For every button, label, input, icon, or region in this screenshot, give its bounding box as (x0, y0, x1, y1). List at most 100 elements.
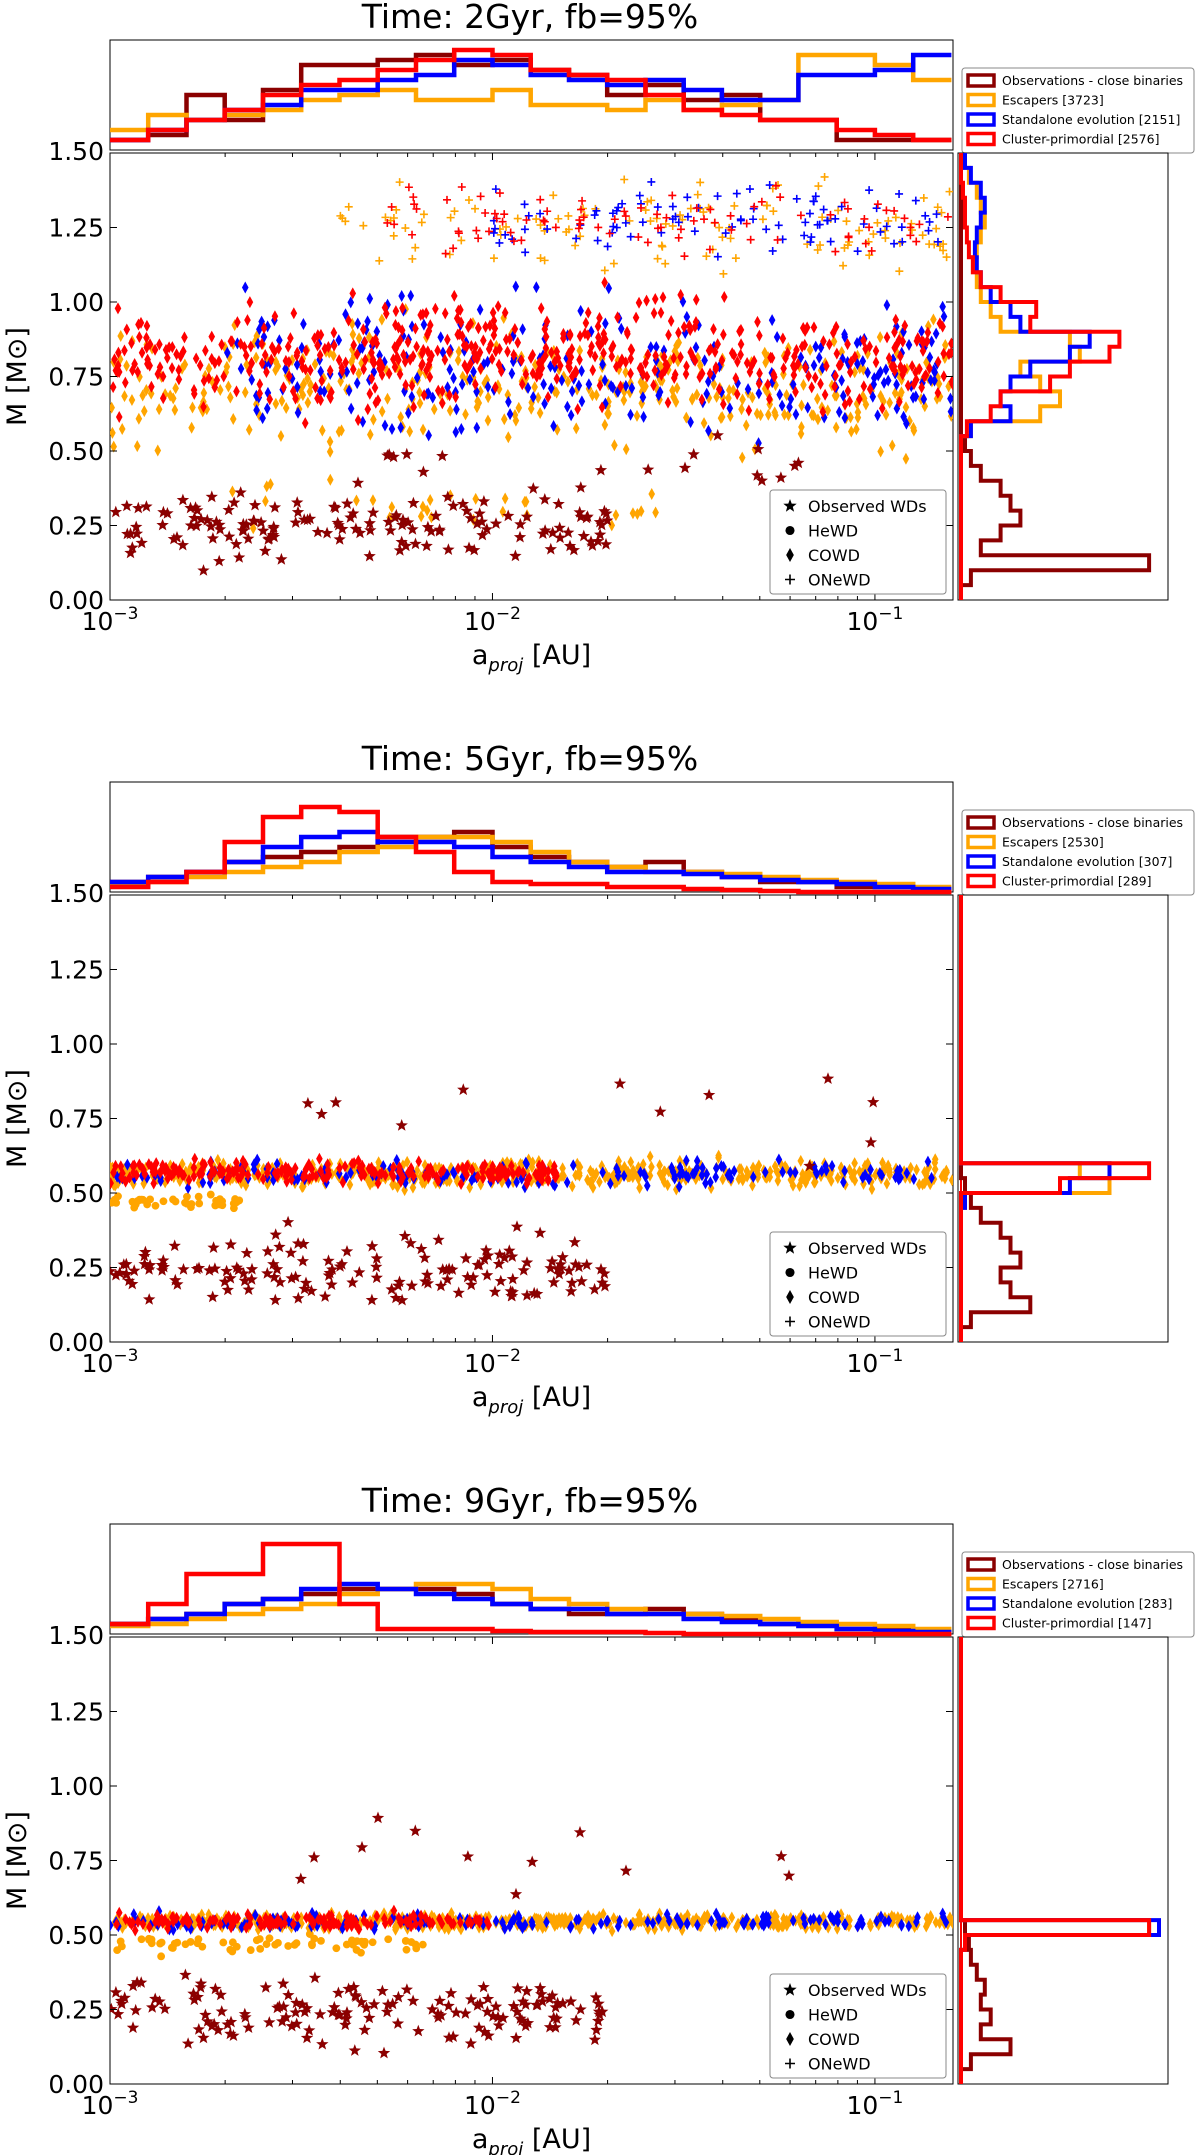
scatter-point (446, 389, 453, 402)
scatter-point (362, 353, 369, 366)
scatter-point (363, 516, 376, 529)
scatter-point (677, 1911, 685, 1924)
scatter-point (884, 216, 893, 225)
scatter-point (126, 1979, 140, 1992)
scatter-point (297, 1237, 310, 1250)
scatter-point (544, 346, 551, 359)
scatter-point (383, 448, 396, 460)
scatter-point (306, 364, 314, 377)
scatter-point (881, 1915, 889, 1928)
scatter-point (333, 533, 346, 545)
scatter-point (115, 346, 122, 359)
scatter-point (317, 365, 325, 378)
scatter-point (479, 1172, 487, 1185)
scatter-point (339, 2018, 352, 2031)
scatter-point (181, 358, 189, 371)
scatter-point (336, 522, 349, 535)
scatter-point (872, 344, 880, 357)
scatter-point (229, 413, 237, 426)
scatter-point (319, 1915, 327, 1928)
y-tick-label: 1.00 (48, 288, 104, 317)
scatter-point (395, 1119, 408, 1131)
y-tick-label: 0.50 (48, 1921, 104, 1950)
scatter-point (577, 529, 590, 542)
scatter-point (676, 1168, 684, 1181)
scatter-point (844, 356, 851, 369)
scatter-point (584, 1917, 592, 1930)
scatter-point (148, 380, 155, 393)
scatter-point (118, 423, 126, 436)
scatter-point (931, 366, 939, 379)
scatter-point (382, 307, 390, 320)
scatter-point (895, 267, 904, 276)
scatter-point (228, 335, 236, 348)
scatter-point (446, 213, 455, 222)
scatter-point (366, 292, 374, 305)
scatter-point (335, 354, 343, 367)
scatter-point (110, 1264, 117, 1277)
scatter-point (504, 388, 512, 401)
scatter-point (223, 360, 231, 373)
scatter-point (306, 1172, 313, 1185)
scatter-point (567, 543, 580, 556)
scatter-point (315, 1107, 328, 1120)
scatter-point (277, 2000, 290, 2013)
scatter-points (110, 1072, 953, 1306)
scatter-point (135, 1976, 148, 1988)
scatter-point (511, 1982, 524, 1994)
scatter-point (792, 408, 800, 421)
scatter-point (641, 1915, 648, 1928)
scatter-point (304, 396, 312, 409)
scatter-point (802, 361, 809, 374)
scatter-point (612, 206, 621, 215)
scatter-point (224, 2027, 237, 2040)
scatter-point (576, 232, 585, 241)
scatter-point (110, 1985, 123, 1998)
scatter-point (533, 1226, 547, 1239)
scatter-point (605, 378, 612, 391)
scatter-point (948, 1174, 953, 1187)
scatter-point (798, 399, 805, 412)
scatter-point (110, 1919, 114, 1932)
scatter-point (832, 421, 840, 434)
scatter-point (882, 408, 890, 421)
scatter-point (401, 516, 415, 528)
scatter-point (238, 1921, 246, 1934)
scatter-point (527, 1175, 535, 1188)
scatter-point (904, 379, 912, 392)
scatter-point (511, 322, 519, 335)
scatter-point (427, 1162, 434, 1175)
scatter-point (553, 521, 566, 534)
scatter-point (798, 421, 805, 434)
scatter-point (402, 1945, 411, 1954)
scatter-point (381, 355, 388, 368)
scatter-point (655, 1913, 662, 1926)
scatter-point (900, 410, 907, 423)
scatter-point (142, 1263, 156, 1275)
scatter-point (198, 1164, 205, 1177)
scatter-point (608, 1925, 616, 1938)
scatter-point (614, 1166, 622, 1179)
top-hist-frame (109, 1523, 954, 1635)
scatter-point (500, 210, 509, 219)
scatter-point (819, 405, 827, 418)
scatter-point (412, 1918, 419, 1931)
scatter-point (577, 205, 586, 214)
scatter-point (547, 382, 555, 395)
scatter-point (150, 1177, 158, 1190)
scatter-point (124, 1158, 131, 1171)
scatter-point (459, 2007, 472, 2019)
scatter-point (710, 323, 717, 336)
scatter-point (552, 497, 565, 510)
scatter-point (547, 1275, 560, 1288)
scatter-point (464, 511, 477, 524)
scatter-point (877, 1910, 885, 1923)
scatter-point (425, 1171, 432, 1184)
scatter-point (943, 1166, 950, 1179)
scatter-point (520, 1256, 534, 1268)
scatter-point (260, 321, 268, 334)
scatter-point (828, 379, 836, 392)
scatter-point (404, 1236, 417, 1249)
scatter-point (656, 1159, 663, 1172)
